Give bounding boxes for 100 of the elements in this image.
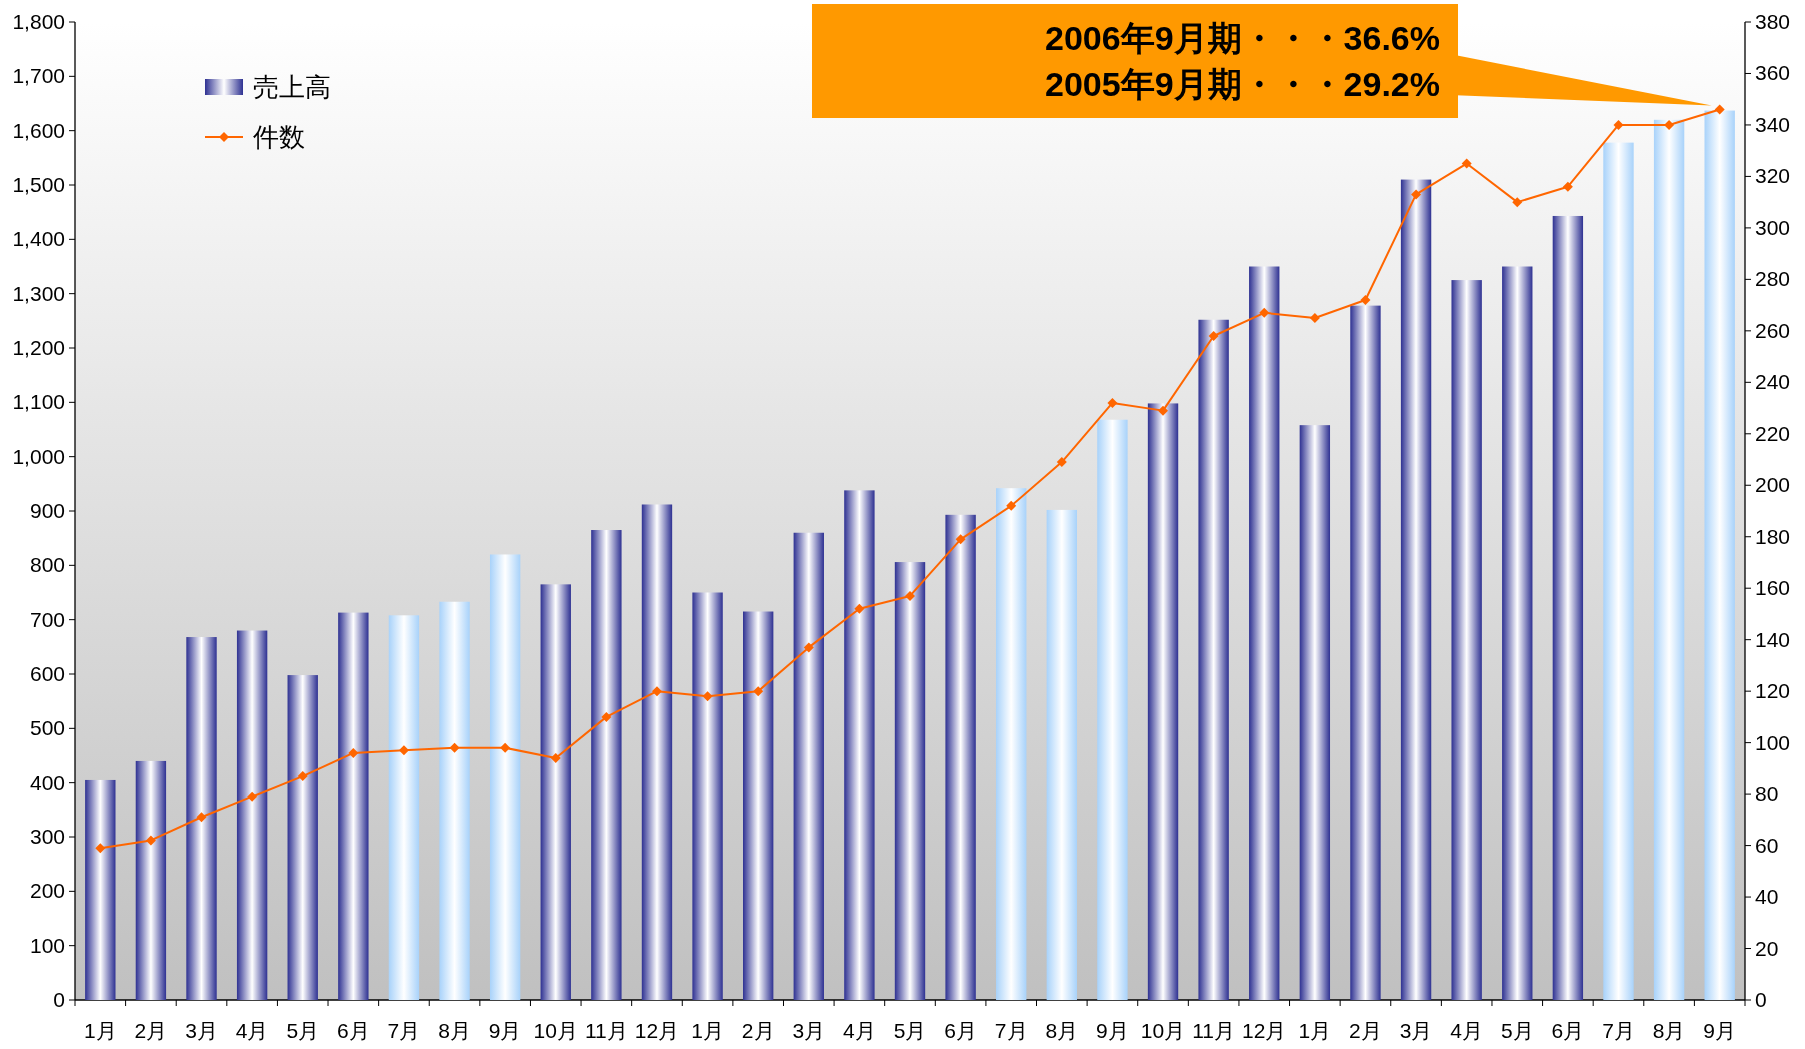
bar (1552, 215, 1584, 1000)
bar (793, 532, 824, 1000)
x-tick-label: 11月 (584, 1019, 628, 1042)
annotation: 2005年9月期・・・29.2% (1045, 65, 1440, 103)
legend-label: 売上高 (253, 72, 331, 102)
bar (945, 514, 976, 1000)
point (247, 791, 258, 802)
y2-tick-label: 220 (1755, 421, 1791, 445)
x-tick-label: 8月 (1652, 1019, 1686, 1042)
x-tick-label: 4月 (843, 1019, 876, 1042)
y-tick-label: 1,200 (12, 336, 65, 359)
point (1360, 294, 1371, 305)
point (500, 742, 511, 753)
x-tick-label: 9月 (488, 1019, 522, 1042)
x-tick-label: 8月 (438, 1019, 471, 1042)
bar (236, 630, 268, 1000)
bar (1350, 305, 1381, 1000)
bar (1299, 425, 1331, 1000)
point (854, 603, 865, 614)
x-tick-label: 4月 (235, 1019, 269, 1042)
point (449, 742, 460, 753)
y-tick-label: 0 (53, 988, 65, 1011)
bar (388, 615, 420, 1000)
x-tick-label: 12月 (1242, 1019, 1287, 1042)
x-tick-label: 5月 (286, 1019, 320, 1042)
y-tick-label: 400 (29, 770, 65, 794)
y-tick-label: 900 (29, 499, 65, 522)
y2-tick-label: 60 (1755, 833, 1779, 857)
bar (1249, 266, 1280, 1000)
point (601, 711, 612, 722)
bar (1653, 119, 1685, 1000)
y2-tick-label: 200 (1755, 473, 1791, 497)
x-tick-label: 1月 (83, 1019, 117, 1042)
bar (692, 592, 723, 1000)
y-tick-label: 300 (29, 825, 65, 848)
bar (996, 488, 1027, 1000)
x-tick-label: 6月 (1551, 1019, 1585, 1042)
bar (591, 530, 622, 1000)
y-tick-label: 600 (29, 662, 65, 685)
x-tick-label: 9月 (1703, 1019, 1737, 1042)
x-tick-label: 12月 (634, 1019, 680, 1042)
y-tick-label: 1,000 (12, 444, 65, 468)
point (196, 812, 207, 823)
y-tick-label: 1,800 (12, 10, 65, 33)
y2-tick-label: 380 (1755, 10, 1791, 33)
point (297, 771, 308, 782)
bar (743, 611, 774, 1000)
y-tick-label: 1,700 (12, 64, 65, 88)
point (95, 843, 106, 854)
x-tick-label: 5月 (893, 1019, 927, 1042)
bar (540, 584, 571, 1000)
point (905, 590, 915, 601)
x-tick-label: 10月 (1140, 1019, 1186, 1042)
bar (1603, 142, 1634, 1000)
point (1107, 397, 1118, 408)
x-tick-label: 9月 (1096, 1019, 1129, 1042)
point (550, 753, 561, 764)
y-tick-label: 200 (29, 879, 65, 903)
bar (338, 612, 369, 1000)
x-tick-label: 8月 (1045, 1019, 1079, 1042)
y-tick-label: 1,600 (12, 118, 65, 142)
y2-tick-label: 320 (1755, 164, 1791, 188)
point (1714, 104, 1725, 115)
x-tick-label: 1月 (691, 1019, 724, 1042)
point (702, 691, 713, 702)
point (348, 747, 359, 758)
point (753, 686, 764, 697)
x-tick-label: 7月 (994, 1019, 1028, 1042)
y-tick-label: 1,300 (12, 281, 65, 305)
y-tick-label: 700 (29, 607, 65, 631)
bar (439, 601, 470, 1000)
y2-tick-label: 80 (1755, 782, 1779, 806)
y2-tick-label: 140 (1755, 627, 1791, 651)
y-tick-label: 100 (29, 933, 65, 957)
y2-tick-label: 340 (1755, 112, 1791, 136)
point (955, 534, 966, 545)
point (1006, 500, 1017, 511)
point (1259, 307, 1270, 318)
x-tick-label: 2月 (134, 1019, 168, 1042)
x-tick-label: 11月 (1192, 1019, 1236, 1042)
y2-tick-label: 360 (1755, 61, 1791, 85)
point (1158, 405, 1169, 416)
y-tick-label: 500 (29, 716, 65, 740)
y-tick-label: 800 (29, 553, 65, 577)
y2-tick-label: 300 (1755, 215, 1791, 239)
bar (287, 675, 318, 1000)
y-tick-label: 1,100 (12, 390, 65, 414)
point (1309, 312, 1320, 323)
x-tick-label: 7月 (387, 1019, 421, 1042)
bar (894, 562, 926, 1000)
point (145, 835, 156, 846)
y-tick-label: 1,500 (12, 173, 65, 196)
point (803, 642, 814, 653)
point (1056, 457, 1067, 468)
bar (1502, 266, 1533, 1000)
y2-tick-label: 100 (1755, 730, 1791, 754)
x-tick-label: 7月 (1602, 1019, 1635, 1042)
x-tick-label: 1月 (1298, 1019, 1332, 1042)
x-tick-label: 3月 (185, 1019, 218, 1042)
y2-tick-label: 120 (1755, 679, 1791, 703)
